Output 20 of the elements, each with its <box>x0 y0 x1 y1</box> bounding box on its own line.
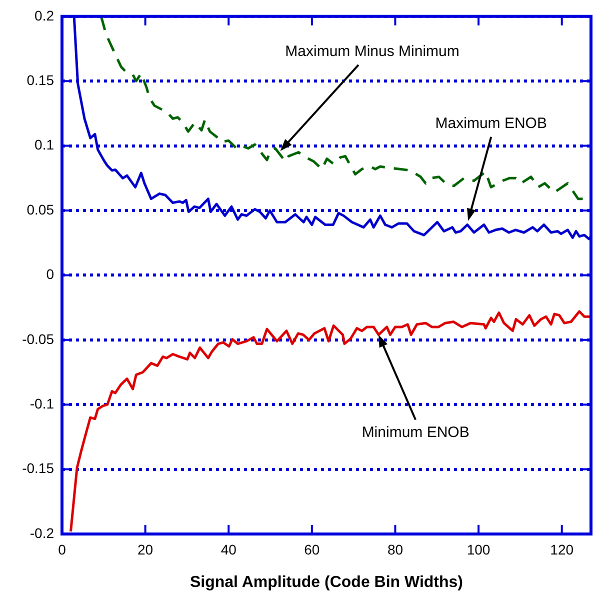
x-tick-label: 0 <box>58 541 66 558</box>
y-tick-label: -0.05 <box>22 330 54 347</box>
y-tick-label: 0.15 <box>26 72 54 88</box>
x-tick-label: 20 <box>138 541 154 558</box>
y-tick-label: 0 <box>46 266 54 282</box>
y-tick-label: -0.15 <box>22 460 54 476</box>
annotation: Maximum Minus Minimum <box>285 43 460 60</box>
y-tick-label: 0.05 <box>26 201 54 218</box>
y-tick-label: 0.2 <box>34 7 54 24</box>
x-tick-label: 100 <box>466 541 490 558</box>
y-tick-label: 0.1 <box>34 136 54 153</box>
x-axis-title: Signal Amplitude (Code Bin Widths) <box>190 574 464 591</box>
x-tick-label: 80 <box>387 541 404 558</box>
x-tick-label: 60 <box>304 541 320 558</box>
annotation: Maximum ENOB <box>435 114 547 132</box>
y-tick-label: -0.1 <box>30 395 54 412</box>
x-tick-label: 40 <box>220 541 237 558</box>
annotation: Minimum ENOB <box>362 424 470 441</box>
y-tick-label: -0.2 <box>30 524 54 541</box>
x-tick-label: 120 <box>550 541 574 558</box>
